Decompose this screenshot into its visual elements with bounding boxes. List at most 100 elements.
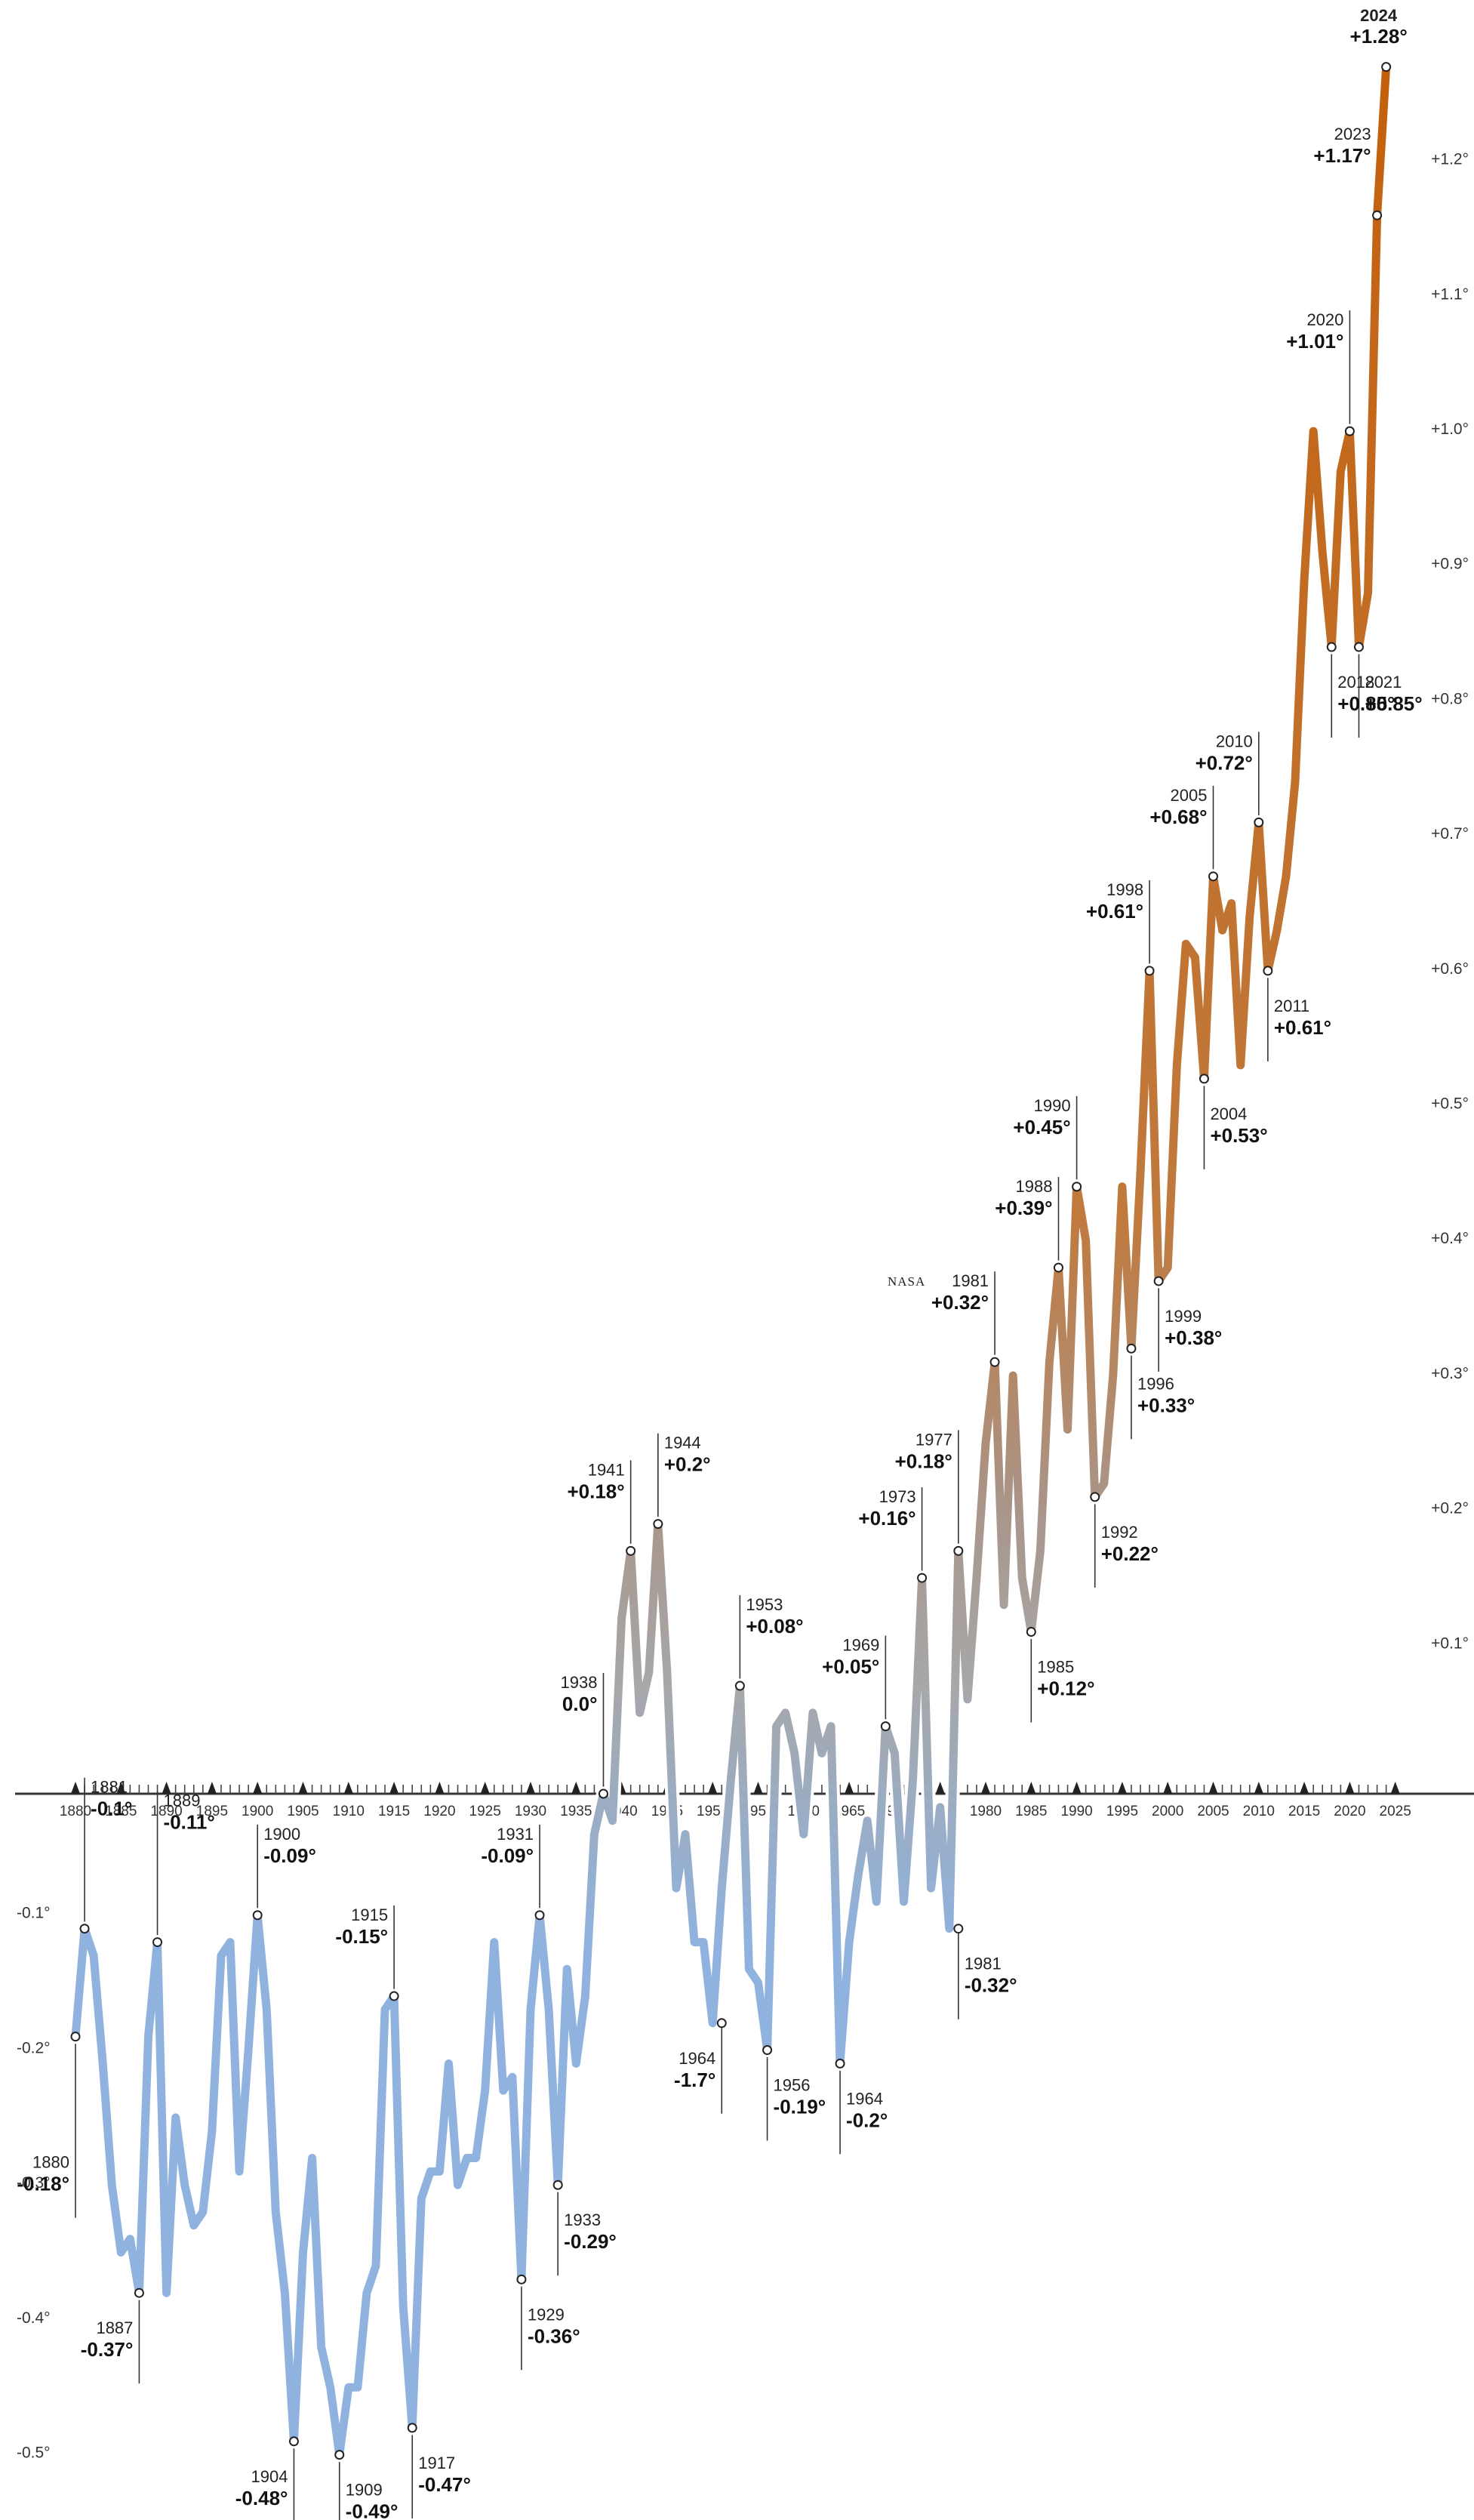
annotation-year: 1880 bbox=[32, 2153, 69, 2172]
annotation-year: 1909 bbox=[346, 2481, 383, 2500]
annotation-year: 1981 bbox=[965, 1955, 1002, 1973]
annotation-value: -1.7° bbox=[674, 2069, 715, 2091]
annotation-year: 1938 bbox=[561, 1673, 598, 1692]
annotation-year: 1929 bbox=[528, 2305, 565, 2324]
annotation-year: 1969 bbox=[842, 1636, 879, 1655]
data-point-marker bbox=[552, 2180, 563, 2190]
data-point-marker bbox=[1144, 966, 1155, 976]
major-tick bbox=[981, 1782, 990, 1794]
major-tick bbox=[480, 1782, 490, 1794]
annotation-value: +0.53° bbox=[1210, 1124, 1267, 1147]
data-point-marker bbox=[1199, 1074, 1209, 1084]
annotation-year: 2023 bbox=[1334, 125, 1371, 143]
annotation-year: 2021 bbox=[1365, 673, 1402, 692]
annotation-year: 2005 bbox=[1171, 786, 1208, 805]
annotation-value: +0.2° bbox=[664, 1453, 711, 1476]
data-point-marker bbox=[1026, 1627, 1036, 1637]
data-point-marker bbox=[989, 1357, 1000, 1367]
major-tick bbox=[253, 1782, 263, 1794]
annotation-labels: 1880-0.18°1881-0.1°1887-0.37°1889-0.11°1… bbox=[17, 6, 1422, 2520]
major-tick bbox=[571, 1782, 581, 1794]
y-tick-label: +0.2° bbox=[1431, 1500, 1469, 1517]
x-tick-label: 1965 bbox=[833, 1804, 865, 1819]
annotation-year: 1944 bbox=[664, 1434, 701, 1453]
data-point-marker bbox=[516, 2274, 527, 2284]
data-point-marker bbox=[70, 2032, 81, 2042]
y-tick-label: -0.2° bbox=[17, 2039, 51, 2056]
annotation-year: 1973 bbox=[879, 1487, 916, 1506]
annotation-value: +1.01° bbox=[1286, 330, 1343, 353]
data-point-marker bbox=[1263, 966, 1273, 976]
annotation-value: -0.1° bbox=[91, 1798, 132, 1820]
y-tick-label: +0.7° bbox=[1431, 825, 1469, 843]
annotation-year: 1990 bbox=[1034, 1096, 1071, 1115]
annotation-year: 1881 bbox=[91, 1778, 128, 1797]
y-tick-label: +1.2° bbox=[1431, 151, 1469, 168]
annotation-value: +0.45° bbox=[1013, 1116, 1070, 1138]
annotation-value: -0.19° bbox=[774, 2096, 826, 2118]
data-point-marker bbox=[734, 1681, 745, 1691]
annotation-value: +0.39° bbox=[995, 1197, 1052, 1219]
major-tick bbox=[1390, 1782, 1400, 1794]
annotation-value: -0.09° bbox=[481, 1844, 534, 1867]
y-tick-label: +0.6° bbox=[1431, 960, 1469, 978]
data-point-marker bbox=[1381, 62, 1392, 72]
annotation-value: +0.61° bbox=[1086, 900, 1143, 923]
annotation-value: +0.61° bbox=[1274, 1016, 1331, 1039]
major-tick bbox=[71, 1782, 80, 1794]
data-point-marker bbox=[534, 1910, 545, 1921]
annotation-year: 2004 bbox=[1210, 1104, 1247, 1123]
x-tick-label: 2015 bbox=[1288, 1804, 1320, 1819]
series-line bbox=[68, 60, 1394, 2463]
data-point-marker bbox=[598, 1788, 608, 1799]
data-point-marker bbox=[1053, 1262, 1063, 1273]
annotation-year: 1981 bbox=[952, 1271, 989, 1290]
annotation-year: 2011 bbox=[1274, 997, 1309, 1015]
data-point-marker bbox=[407, 2423, 417, 2433]
data-point-marker bbox=[835, 2058, 845, 2069]
x-tick-label: 1915 bbox=[378, 1804, 410, 1819]
major-tick bbox=[298, 1782, 308, 1794]
data-point-marker bbox=[389, 1991, 399, 2001]
annotation-year: 1941 bbox=[588, 1460, 625, 1479]
y-tick-label: +1.1° bbox=[1431, 285, 1469, 303]
annotation-value: +0.18° bbox=[567, 1480, 624, 1502]
annotation-value: 0.0° bbox=[562, 1693, 598, 1715]
x-tick-label: 1910 bbox=[333, 1804, 365, 1819]
y-tick-label: +0.1° bbox=[1431, 1634, 1469, 1652]
annotation-value: -0.32° bbox=[965, 1974, 1017, 1997]
x-tick-label: 1895 bbox=[196, 1804, 228, 1819]
major-tick bbox=[1345, 1782, 1355, 1794]
x-tick-label: 1935 bbox=[560, 1804, 592, 1819]
x-tick-label: 2000 bbox=[1152, 1804, 1183, 1819]
annotation-year: 1998 bbox=[1106, 880, 1143, 899]
data-point-marker bbox=[653, 1519, 663, 1530]
annotation-value: +0.05° bbox=[822, 1656, 879, 1678]
annotation-value: -0.47° bbox=[418, 2473, 471, 2496]
data-point-marker bbox=[288, 2436, 299, 2447]
annotation-year: 1931 bbox=[497, 1825, 534, 1844]
y-tick-label: -0.5° bbox=[17, 2445, 51, 2462]
annotation-markers bbox=[70, 62, 1392, 2460]
data-point-marker bbox=[917, 1573, 928, 1583]
x-tick-label: 1900 bbox=[242, 1804, 273, 1819]
annotation-year: 1996 bbox=[1137, 1374, 1174, 1393]
annotation-year: 1999 bbox=[1165, 1307, 1202, 1326]
annotation-value: -0.29° bbox=[564, 2230, 617, 2253]
annotation-value: -0.49° bbox=[346, 2500, 399, 2520]
annotation-year: 2024 bbox=[1360, 6, 1398, 25]
x-tick-label: 2010 bbox=[1243, 1804, 1275, 1819]
annotation-year: 1953 bbox=[746, 1595, 783, 1614]
major-tick bbox=[343, 1782, 353, 1794]
annotation-year: 1964 bbox=[846, 2089, 883, 2108]
x-tick-label: 1995 bbox=[1106, 1804, 1138, 1819]
data-point-marker bbox=[1372, 210, 1383, 220]
annotation-value: -0.37° bbox=[81, 2338, 134, 2361]
y-tick-label: -0.4° bbox=[17, 2309, 51, 2327]
x-tick-label: 1880 bbox=[60, 1804, 91, 1819]
major-tick bbox=[116, 1782, 126, 1794]
annotation-value: +1.17° bbox=[1313, 144, 1371, 167]
x-tick-label: 2005 bbox=[1197, 1804, 1229, 1819]
data-point-marker bbox=[953, 1545, 964, 1556]
annotation-value: -0.11° bbox=[164, 1811, 215, 1834]
